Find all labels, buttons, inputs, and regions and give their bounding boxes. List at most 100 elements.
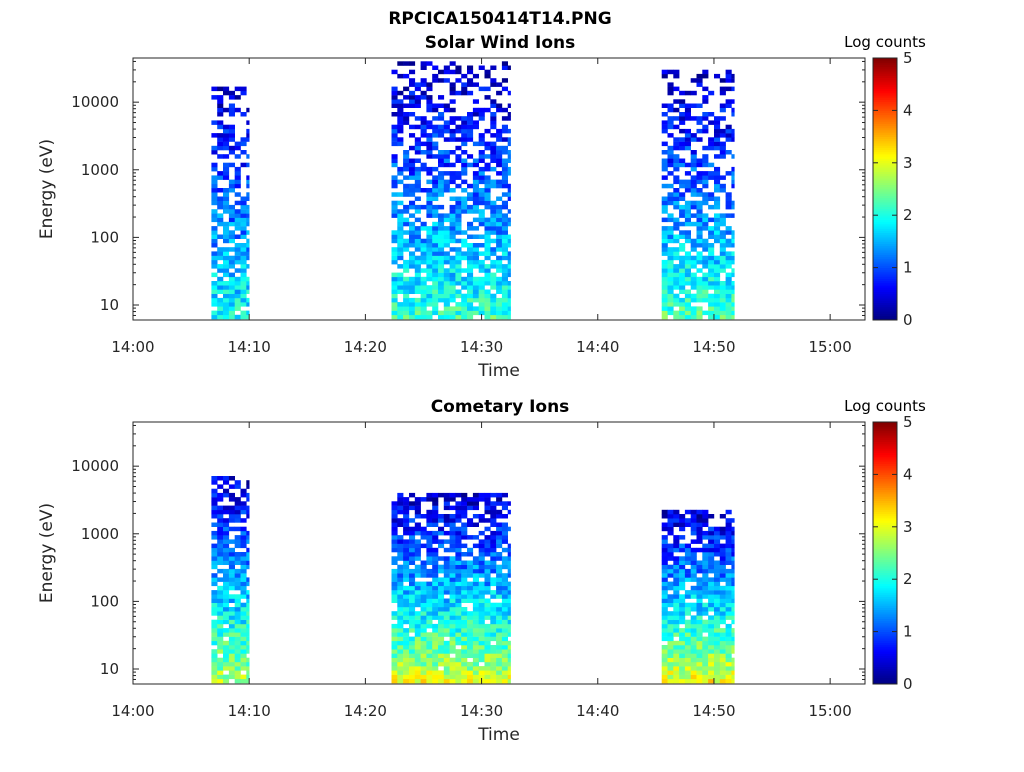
spectrogram-cell — [426, 607, 433, 612]
spectrogram-cell — [472, 73, 479, 79]
spectrogram-cell — [673, 238, 680, 244]
spectrogram-cell — [211, 120, 218, 125]
spectrogram-cell — [211, 166, 218, 172]
spectrogram-cell — [679, 674, 686, 680]
spectrogram-cell — [443, 188, 450, 193]
spectrogram-cell — [234, 314, 241, 320]
spectrogram-cell — [420, 188, 427, 193]
spectrogram-cell — [684, 251, 691, 256]
spectrogram-cell — [409, 505, 416, 511]
spectrogram-cell — [673, 514, 680, 519]
spectrogram-cell — [409, 539, 416, 544]
spectrogram-cell — [661, 158, 668, 163]
spectrogram-cell — [409, 678, 416, 684]
spectrogram-cell — [438, 615, 445, 620]
spectrogram-cell — [403, 568, 410, 574]
spectrogram-cell — [496, 302, 503, 307]
spectrogram-cell — [501, 128, 508, 134]
spectrogram-cell — [496, 492, 503, 498]
spectrogram-cell — [467, 255, 474, 261]
spectrogram-cell — [496, 158, 503, 163]
spectrogram-cell — [714, 581, 721, 587]
spectrogram-cell — [490, 65, 497, 70]
spectrogram-cell — [217, 632, 224, 637]
colorbar-segment — [873, 631, 897, 635]
spectrogram-cell — [496, 150, 503, 155]
spectrogram-cell — [234, 255, 241, 261]
spectrogram-cell — [731, 556, 735, 561]
spectrogram-cell — [240, 492, 247, 498]
spectrogram-cell — [223, 645, 230, 650]
spectrogram-cell — [472, 285, 479, 290]
spectrogram-cell — [484, 234, 491, 239]
spectrogram-cell — [478, 514, 485, 519]
spectrogram-cell — [409, 255, 416, 261]
spectrogram-cell — [467, 209, 474, 214]
colorbar-segment — [873, 474, 897, 477]
spectrogram-cell — [240, 137, 247, 142]
spectrogram-cell — [667, 619, 674, 625]
spectrogram-cell — [426, 657, 433, 663]
spectrogram-cell — [240, 657, 247, 663]
spectrogram-cell — [391, 573, 398, 578]
spectrogram-cell — [496, 573, 503, 578]
spectrogram-cell — [432, 560, 439, 565]
spectrogram-cell — [496, 568, 503, 574]
spectrogram-cell — [667, 615, 674, 620]
spectrogram-cell — [420, 268, 427, 273]
spectrogram-cell — [496, 649, 503, 654]
spectrogram-cell — [484, 678, 491, 684]
spectrogram-cell — [507, 306, 511, 311]
spectrogram-cell — [234, 276, 241, 282]
spectrogram-cell — [403, 598, 410, 603]
spectrogram-cell — [391, 577, 398, 582]
spectrogram-cell — [490, 594, 497, 599]
spectrogram-cell — [490, 221, 497, 227]
spectrogram-cell — [240, 289, 247, 294]
spectrogram-cell — [409, 90, 416, 96]
spectrogram-cell — [414, 314, 421, 320]
spectrogram-cell — [684, 628, 691, 633]
spectrogram-cell — [702, 238, 709, 244]
spectrogram-cell — [414, 678, 421, 684]
spectrogram-cell — [420, 281, 427, 286]
spectrogram-cell — [719, 145, 726, 151]
spectrogram-cell — [690, 568, 697, 574]
spectrogram-cell — [234, 226, 241, 231]
spectrogram-cell — [223, 678, 230, 684]
spectrogram-cell — [409, 78, 416, 83]
spectrogram-cell — [696, 640, 703, 646]
spectrogram-cell — [496, 661, 503, 667]
colorbar-segment — [873, 594, 897, 598]
spectrogram-cell — [684, 594, 691, 599]
spectrogram-cell — [496, 577, 503, 582]
spectrogram-cell — [426, 514, 433, 519]
spectrogram-cell — [661, 217, 668, 223]
spectrogram-cell — [478, 293, 485, 299]
spectrogram-cell — [696, 213, 703, 218]
spectrogram-cell — [461, 116, 468, 121]
spectrogram-cell — [490, 619, 497, 625]
spectrogram-cell — [414, 188, 421, 193]
spectrogram-cell — [719, 530, 726, 536]
spectrogram-cell — [211, 289, 218, 294]
spectrogram-cell — [731, 535, 735, 540]
spectrogram-cell — [449, 217, 456, 223]
spectrogram-cell — [478, 556, 485, 561]
spectrogram-cell — [217, 568, 224, 574]
spectrogram-cell — [696, 78, 703, 83]
spectrogram-cell — [432, 268, 439, 273]
x-tick-label: 14:10 — [228, 702, 271, 720]
spectrogram-cell — [490, 217, 497, 223]
spectrogram-cell — [478, 530, 485, 536]
spectrogram-cell — [490, 272, 497, 278]
spectrogram-cell — [449, 61, 456, 66]
spectrogram-cell — [731, 183, 735, 189]
colorbar-segment — [873, 99, 897, 103]
spectrogram-cell — [449, 645, 456, 650]
spectrogram-cell — [438, 154, 445, 159]
spectrogram-cell — [467, 649, 474, 654]
spectrogram-cell — [432, 607, 439, 612]
spectrogram-cell — [432, 221, 439, 227]
spectrogram-cell — [496, 674, 503, 680]
